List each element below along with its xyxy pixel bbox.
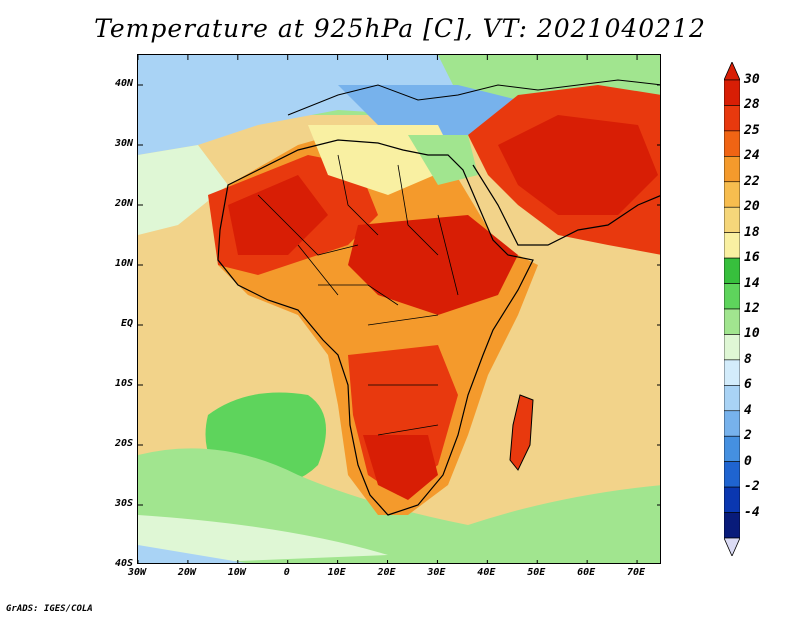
colorbar-segment <box>724 512 740 539</box>
africa-coastline <box>217 139 534 516</box>
southern-ocean-cool <box>138 515 388 563</box>
colorbar-segment <box>724 410 740 437</box>
colorbar-tick-label: -2 <box>744 479 760 495</box>
colorbar-segment <box>724 334 740 361</box>
lon-tick-label: 30E <box>427 567 446 578</box>
colorbar-segment <box>724 283 740 310</box>
colorbar-segment <box>724 385 740 412</box>
country-borders <box>257 154 459 436</box>
colorbar <box>724 62 740 556</box>
colorbar-tick-label: 28 <box>744 97 760 113</box>
lat-tick-label: 20S <box>114 438 133 449</box>
colorbar-segment <box>724 105 740 132</box>
colorbar-segment <box>724 461 740 488</box>
colorbar-under-arrow <box>724 537 740 556</box>
lat-tick-label: 10N <box>114 258 133 269</box>
colorbar-segment <box>724 181 740 208</box>
lon-tick-label: 60E <box>577 567 596 578</box>
colorbar-segment <box>724 359 740 386</box>
lon-tick-label: 40E <box>477 567 496 578</box>
colorbar-tick-label: 6 <box>744 377 752 393</box>
europe-coastline <box>287 79 660 116</box>
lon-tick-label: 30W <box>127 567 147 578</box>
colorbar-over-arrow <box>724 62 740 81</box>
north-cool-water <box>138 55 458 155</box>
lat-tick-label: 30N <box>114 138 133 149</box>
lon-tick-label: 10W <box>227 567 246 578</box>
colorbar-segment <box>724 79 740 106</box>
arabia-core-hot <box>498 115 658 215</box>
chart-title: Temperature at 925hPa [C], VT: 202104021… <box>94 14 706 43</box>
colorbar-tick-label: 20 <box>744 199 760 215</box>
colorbar-tick-label: 24 <box>744 148 760 164</box>
kalahari-core <box>363 435 438 500</box>
lat-tick-label: 40S <box>114 558 133 569</box>
colorbar-tick-label: 0 <box>744 453 752 469</box>
colorbar-tick-label: 30 <box>744 72 760 87</box>
colorbar-tick-label: 12 <box>744 301 760 316</box>
atlantic-north-greenband <box>138 145 228 235</box>
colorbar-segment <box>724 308 740 335</box>
colorbar-tick-label: -4 <box>744 504 760 520</box>
colorbar-tick-label: 16 <box>744 250 760 266</box>
colorbar-segment <box>724 232 740 259</box>
mediterranean-cool-zone <box>338 85 518 135</box>
lat-tick-label: 20N <box>114 198 133 209</box>
credit-text: GrADS: IGES/COLA <box>6 604 93 614</box>
colorbar-tick-label: 4 <box>744 402 752 418</box>
map-panel <box>137 54 661 564</box>
lon-tick-label: 70E <box>627 567 646 578</box>
lat-tick-label: 30S <box>114 498 133 509</box>
central-africa-hot <box>348 215 518 315</box>
lon-tick-label: 50E <box>527 567 546 578</box>
lat-tick-label: 10S <box>114 378 133 389</box>
colorbar-tick-label: 22 <box>744 173 760 189</box>
arabia-coastline <box>472 164 660 246</box>
grid-ticks <box>138 55 660 563</box>
colorbar-tick-label: 8 <box>744 351 752 367</box>
colorbar-tick-label: 2 <box>744 428 752 444</box>
colorbar-segment <box>724 156 740 183</box>
southern-ocean-blue <box>138 545 246 563</box>
lon-tick-label: 20W <box>177 567 196 578</box>
colorbar-segment <box>724 130 740 157</box>
lon-tick-label: 0 <box>283 567 290 578</box>
lat-tick-label: 40N <box>114 78 133 89</box>
colorbar-tick-label: 18 <box>744 224 760 240</box>
egypt-mild <box>408 135 478 185</box>
colorbar-segment <box>724 486 740 513</box>
lat-tick-label: EQ <box>120 318 133 329</box>
lon-tick-label: 20E <box>377 567 396 578</box>
colorbar-tick-label: 10 <box>744 326 760 342</box>
lon-tick-label: 10E <box>327 567 346 578</box>
colorbar-segment <box>724 257 740 284</box>
madagascar <box>509 394 534 471</box>
colorbar-tick-label: 14 <box>744 275 760 291</box>
colorbar-segment <box>724 206 740 233</box>
colorbar-segment <box>724 435 740 462</box>
colorbar-tick-label: 25 <box>744 122 760 138</box>
